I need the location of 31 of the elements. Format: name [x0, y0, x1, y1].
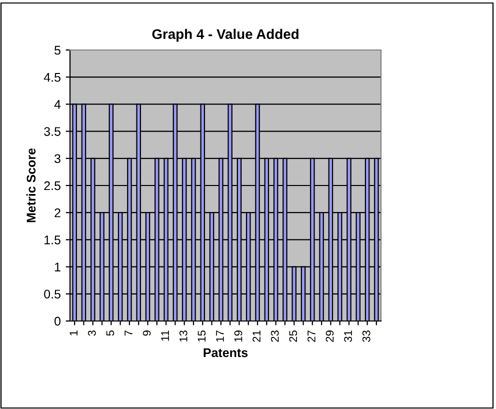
y-tick-label: 4.5: [44, 73, 60, 82]
x-tick-label: 5: [106, 330, 114, 336]
x-axis-title: Patents: [204, 348, 248, 358]
x-tick-label: 17: [216, 330, 224, 342]
y-tick-label: 1.5: [44, 236, 60, 244]
x-tick-label: 29: [326, 330, 334, 342]
x-tick-label: 19: [234, 330, 242, 342]
y-tick-label: 3.5: [44, 127, 60, 136]
y-tick-label: 0: [54, 316, 60, 326]
x-tick-label: 27: [308, 330, 316, 342]
x-tick-label: 7: [124, 330, 132, 336]
y-tick-label: 2: [54, 208, 60, 218]
y-tick-label: 2.5: [44, 181, 60, 190]
y-tick-label: 5: [54, 46, 60, 55]
y-axis-title: Metric Score: [26, 148, 36, 222]
y-tick-label: 0.5: [44, 290, 60, 299]
x-tick-label: 21: [252, 330, 260, 342]
y-tick-label: 4: [54, 100, 61, 109]
x-tick-label: 11: [161, 330, 169, 341]
y-tick-label: 3: [54, 154, 60, 164]
chart-title: Graph 4 - Value Added: [152, 28, 298, 42]
x-tick-label: 1: [70, 330, 78, 336]
x-tick-label: 13: [179, 330, 188, 342]
x-tick-label: 33: [362, 330, 370, 342]
x-tick-label: 3: [88, 330, 96, 336]
x-tick-label: 25: [289, 330, 298, 342]
x-tick-label: 9: [142, 330, 151, 336]
x-tick-label: 15: [198, 330, 206, 342]
x-tick-label: 23: [270, 330, 279, 342]
x-tick-label: 31: [344, 330, 352, 342]
y-tick-label: 1: [54, 262, 60, 272]
